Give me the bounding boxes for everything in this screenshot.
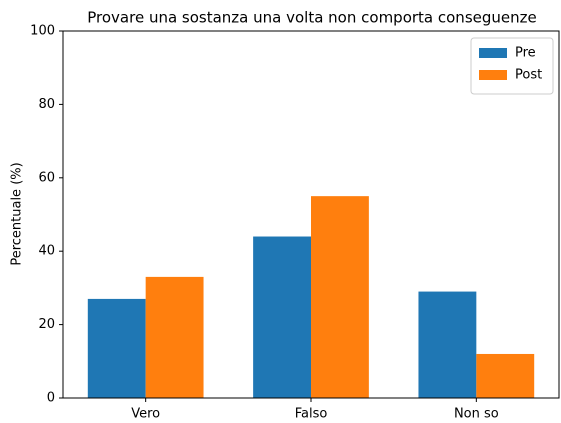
chart-title: Provare una sostanza una volta non compo… [87,9,536,27]
y-tick-label: 80 [38,97,55,112]
y-tick-label: 0 [47,391,55,406]
bar [476,353,535,398]
y-tick-label: 40 [38,244,55,259]
legend-swatch [479,70,507,80]
y-tick-label: 20 [38,317,55,332]
bar [418,291,477,398]
plot-frame [62,30,560,399]
y-axis-label: Percentuale (%) [10,162,25,265]
x-tick-label: Non so [454,407,499,422]
y-tick-label: 60 [38,170,55,185]
legend-label: Post [515,68,542,83]
legend-swatch [479,48,507,58]
bar [311,196,369,398]
legend-label: Pre [515,46,536,61]
bar [253,236,311,398]
bar [87,298,146,398]
legend-box [470,37,554,95]
bar [145,276,204,398]
y-tick-label: 100 [30,24,55,39]
x-tick-label: Vero [131,407,160,422]
x-tick-label: Falso [295,407,328,422]
